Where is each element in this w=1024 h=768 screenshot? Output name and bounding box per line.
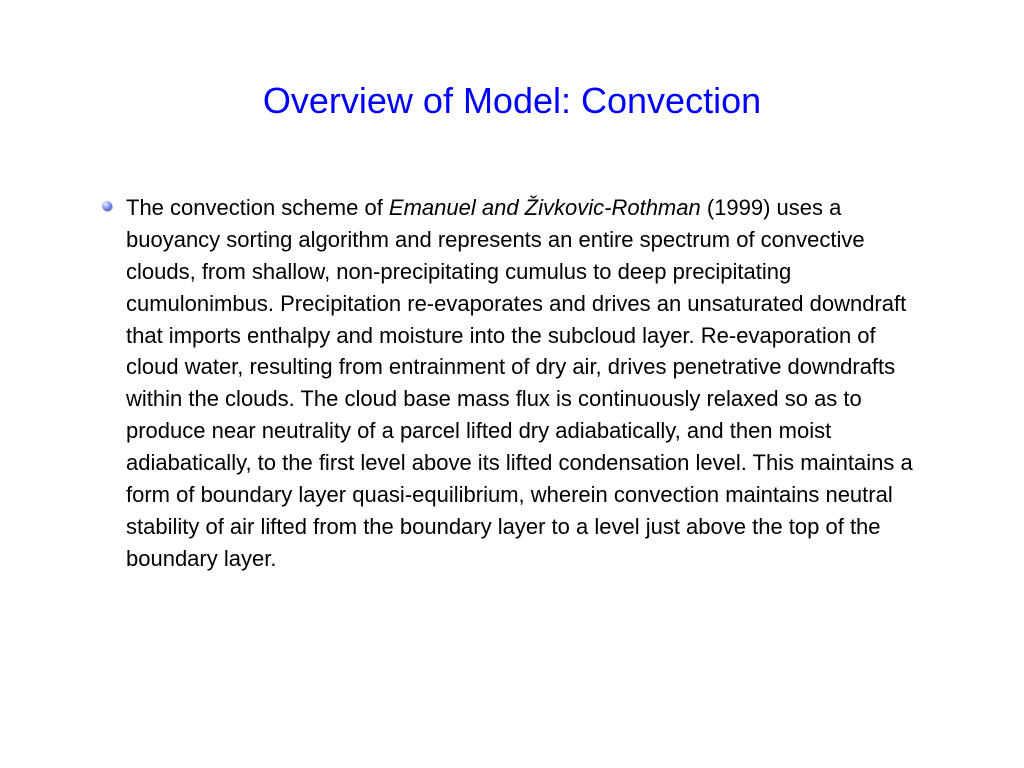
body-citation: Emanuel and Živkovic-Rothman (389, 195, 701, 220)
body-pre: The convection scheme of (126, 195, 389, 220)
body-paragraph: The convection scheme of Emanuel and Živ… (126, 192, 934, 575)
bullet-icon (100, 199, 114, 213)
body-post: (1999) uses a buoyancy sorting algorithm… (126, 195, 913, 571)
bullet-item: The convection scheme of Emanuel and Živ… (90, 192, 934, 575)
slide-title: Overview of Model: Convection (90, 80, 934, 122)
